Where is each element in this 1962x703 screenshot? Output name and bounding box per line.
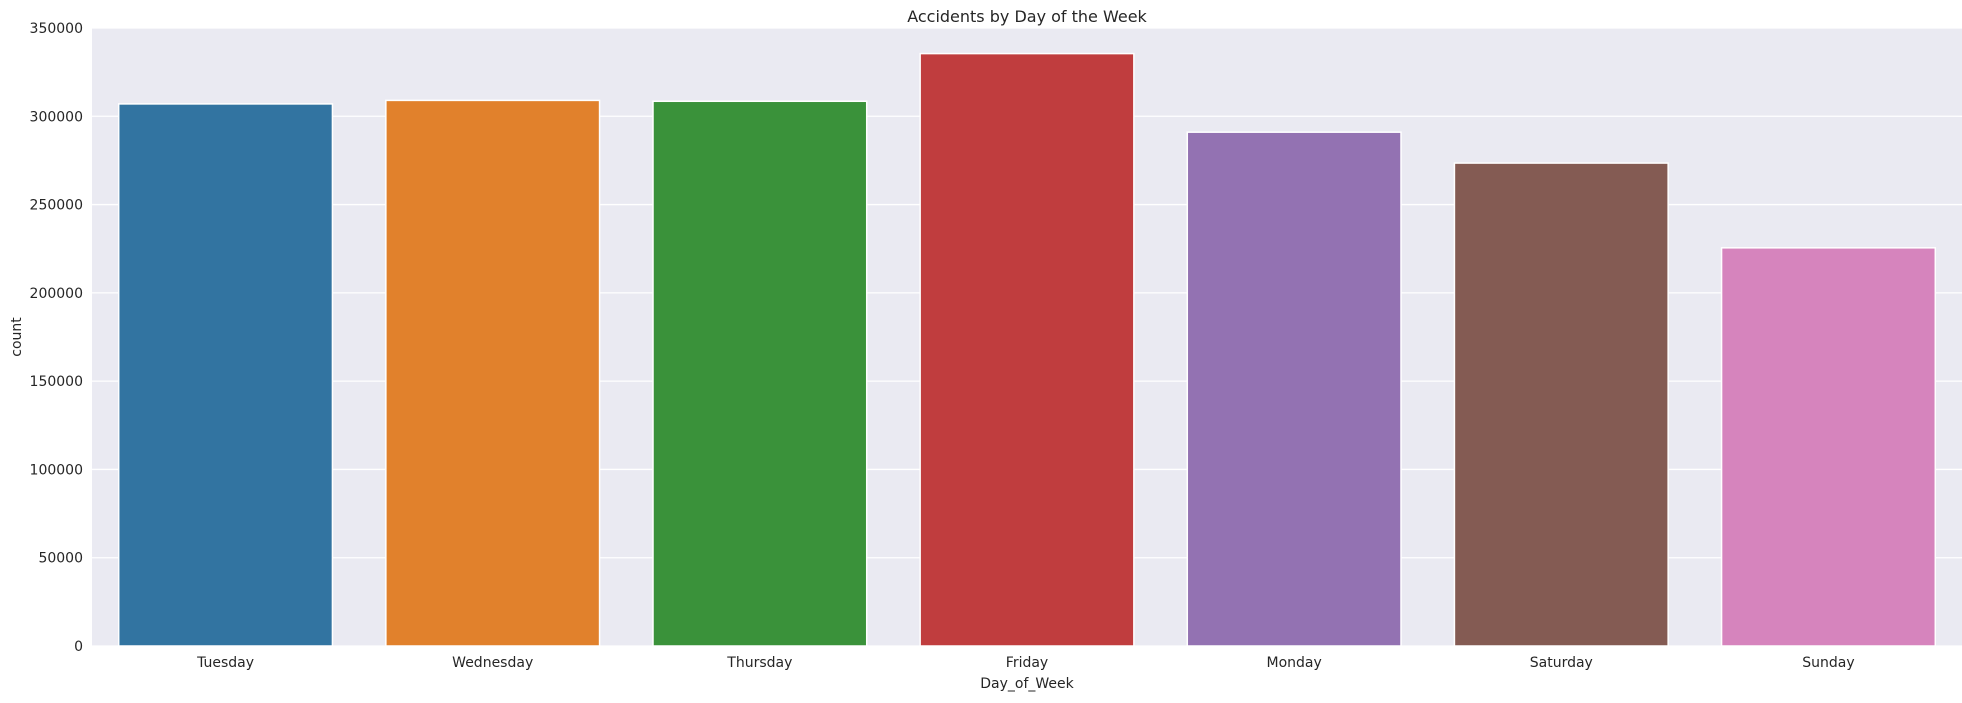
y-tick-label: 200000	[30, 286, 83, 302]
y-axis-label: count	[9, 317, 25, 357]
y-tick-label: 350000	[30, 21, 83, 37]
x-tick-label: Tuesday	[196, 655, 254, 671]
bar-friday	[919, 52, 1135, 647]
y-tick-label: 100000	[30, 462, 83, 478]
bar-saturday	[1453, 162, 1669, 647]
y-tick-label: 300000	[30, 109, 83, 125]
bar-thursday	[652, 100, 868, 647]
bars	[117, 52, 1937, 647]
x-axis-ticks: Tuesday Wednesday Thursday Friday Monday Satu…	[196, 655, 1855, 671]
x-tick-label: Saturday	[1530, 655, 1593, 671]
y-tick-label: 150000	[30, 374, 83, 390]
bar-sunday	[1720, 247, 1937, 647]
y-tick-label: 0	[74, 639, 83, 655]
x-tick-label: Monday	[1267, 655, 1322, 671]
bar-wednesday	[385, 99, 601, 647]
x-tick-label: Sunday	[1802, 655, 1854, 671]
x-tick-label: Friday	[1006, 655, 1048, 671]
chart-title: Accidents by Day of the Week	[907, 7, 1147, 26]
y-axis-ticks: 0 50000 100000 150000 200000 250000 300000 3500…	[30, 21, 83, 655]
y-tick-label: 50000	[38, 551, 83, 567]
x-axis-label: Day_of_Week	[980, 676, 1074, 692]
bar-monday	[1186, 131, 1402, 647]
bar-tuesday	[117, 103, 334, 647]
x-tick-label: Thursday	[726, 655, 792, 671]
x-tick-label: Wednesday	[452, 655, 533, 671]
y-tick-label: 250000	[30, 198, 83, 214]
